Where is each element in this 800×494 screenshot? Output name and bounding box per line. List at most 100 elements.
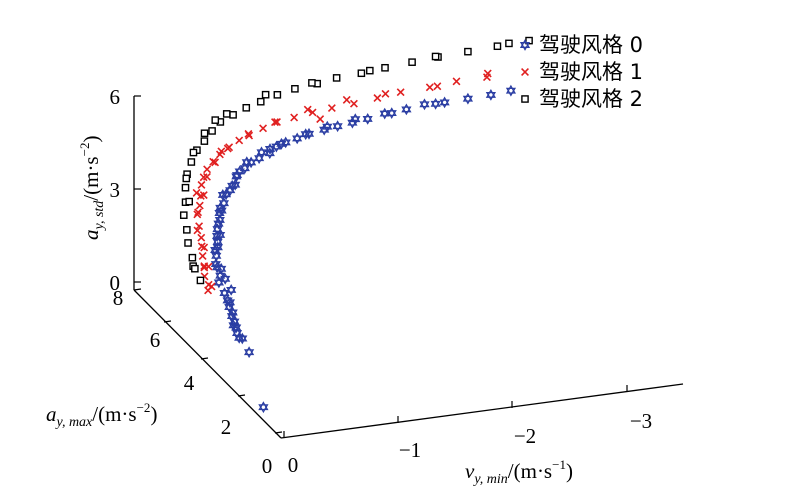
y-axis-title-unit: /(m·s [92,402,136,426]
hexagram-part [226,313,238,322]
data-point-hexagram [219,287,230,299]
square-part [408,58,416,66]
data-point-square [191,264,199,273]
hexagram-part [462,92,474,102]
data-point-x [194,208,203,217]
data-point-square [188,253,197,262]
data-point-hexagram [218,197,230,210]
data-point-hexagram [237,332,248,345]
square-part [332,74,341,82]
y-tick-mark [133,288,142,291]
hexagram-part [276,140,287,150]
data-point-square [208,127,216,135]
data-point-square [464,47,472,56]
hexagram-part [332,123,343,133]
data-point-x [211,158,220,167]
hexagram-part [212,244,223,254]
square-part [222,110,231,118]
y-tick-mark [274,431,283,434]
x-part [200,243,209,252]
legend-hexagram-icon [519,39,531,51]
square-part [464,47,472,56]
data-point-square [181,183,190,192]
hexagram-part [430,97,441,107]
data-point-hexagram [379,107,390,120]
data-point-square [200,137,209,145]
data-point-hexagram [386,107,397,120]
hexagram-part [519,42,531,51]
data-point-square [381,63,389,72]
hexagram-part [462,95,474,105]
square-part [182,174,191,183]
x-part [425,83,434,92]
data-point-hexagram [216,262,227,275]
y-tick-label: 6 [150,328,161,352]
x-part [204,280,213,289]
hexagram-part [237,335,248,345]
x-part [192,188,201,197]
data-point-square [261,90,270,99]
hexagram-part [430,100,441,110]
data-point-square [183,226,191,234]
y-axis-title-exp: −2 [137,400,151,415]
hexagram-part [439,99,450,109]
data-point-x [342,95,351,104]
y-axis-title-var: a [46,402,57,426]
square-part [381,63,389,72]
hexagram-part [256,149,267,159]
data-point-square [408,58,416,66]
data-point-hexagram [430,97,441,110]
hexagram-part [226,286,237,296]
square-part [181,183,190,192]
data-point-hexagram [228,319,239,332]
x-tick-label: −1 [399,438,421,462]
hexagram-part [292,132,303,142]
x-axis-line [280,383,684,439]
x-part [209,157,218,166]
hexagram-part [210,258,221,268]
z-tick-label: 6 [110,85,121,109]
hexagram-part [210,261,221,271]
data-point-square [332,74,341,82]
hexagram-part [505,84,517,94]
data-point-hexagram [231,169,243,182]
data-point-x [193,226,202,235]
square-part [183,226,191,234]
data-point-square [182,174,191,183]
series-2-points [179,36,533,285]
square-part [229,111,237,119]
hexagram-part [216,262,227,272]
x-part [197,180,206,189]
data-point-x [225,143,234,152]
hexagram-part [379,110,390,120]
hexagram-part [241,159,252,169]
data-point-hexagram [419,98,430,111]
data-point-x [433,82,442,91]
data-point-hexagram [300,128,311,141]
y-tick-label: 4 [184,371,195,395]
data-point-x [308,108,317,117]
data-point-x [373,94,382,102]
data-point-x [381,89,390,98]
hexagram-part [212,241,223,251]
square-part [521,95,529,103]
y-tick-label: 2 [221,415,232,439]
square-part [208,127,216,135]
data-point-hexagram [227,306,238,319]
z-axis-title-var: a [79,230,103,241]
x-part [381,89,390,98]
hexagram-part [264,146,276,155]
x-part [273,118,281,126]
square-part [493,42,502,51]
x-axis-title-exp: −1 [552,457,566,472]
y-axis-title-close: ) [150,402,157,426]
legend-x-icon [521,68,529,76]
y-tick-mark [200,357,209,360]
data-point-hexagram [322,120,333,133]
hexagram-part [213,279,225,289]
hexagram-part [219,287,230,296]
hexagram-part [243,346,255,356]
legend-label: 驾驶风格 2 [539,87,643,111]
data-point-x [259,124,268,133]
square-part [179,211,188,219]
